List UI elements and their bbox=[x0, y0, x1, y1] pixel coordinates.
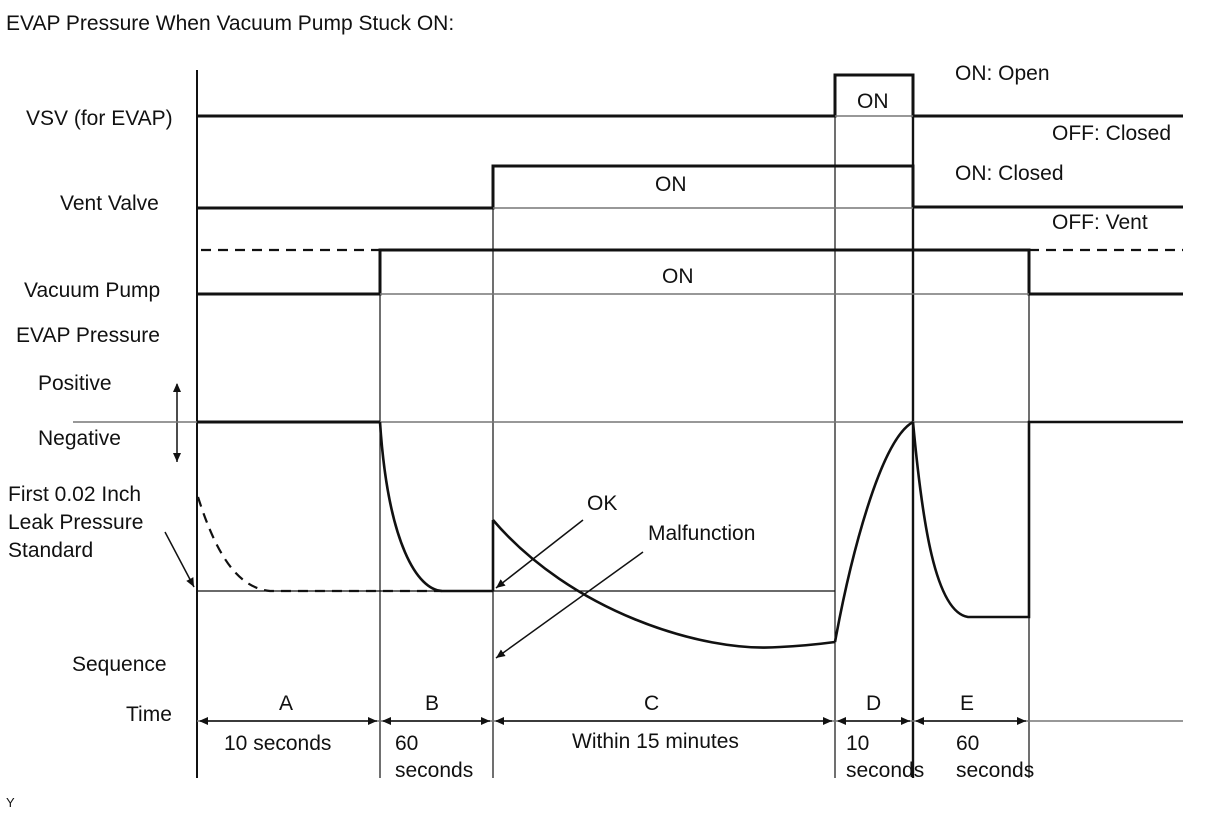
time-label: Time bbox=[126, 703, 172, 726]
malfunction-arrow bbox=[495, 551, 644, 659]
vsv-on-text: ON bbox=[857, 90, 889, 113]
vsv-off-note: OFF: Closed bbox=[1052, 122, 1171, 145]
ok-arrow bbox=[495, 519, 584, 589]
time-b-line-1: 60 bbox=[395, 732, 418, 755]
sequence-letter-b: B bbox=[425, 692, 439, 715]
time-a: 10 seconds bbox=[224, 732, 331, 755]
vent-off-note: OFF: Vent bbox=[1052, 211, 1148, 234]
first-leak-line-1: First 0.02 Inch bbox=[8, 483, 141, 506]
first-leak-line-2: Leak Pressure bbox=[8, 511, 143, 534]
evap-pressure-label: EVAP Pressure bbox=[16, 324, 160, 347]
vent-on-note: ON: Closed bbox=[955, 162, 1064, 185]
positive-label: Positive bbox=[38, 372, 112, 395]
footnote-mark: Y bbox=[6, 795, 15, 810]
negative-label: Negative bbox=[38, 427, 121, 450]
first-leak-line-3: Standard bbox=[8, 539, 93, 562]
ok-text: OK bbox=[587, 492, 617, 515]
sequence-letter-a: A bbox=[279, 692, 293, 715]
sequence-letter-d: D bbox=[866, 692, 881, 715]
vsv-signal bbox=[197, 73, 1183, 118]
vent-valve-label: Vent Valve bbox=[60, 192, 159, 215]
time-c: Within 15 minutes bbox=[572, 730, 739, 753]
time-d-line-1: 10 bbox=[846, 732, 869, 755]
time-b-line-2: seconds bbox=[395, 759, 473, 782]
vsv-label: VSV (for EVAP) bbox=[26, 107, 173, 130]
sequence-letter-c: C bbox=[644, 692, 659, 715]
vent-valve-signal bbox=[197, 164, 1183, 210]
evap-pressure-signal bbox=[196, 420, 1183, 649]
malfunction-text: Malfunction bbox=[648, 522, 755, 545]
vacuum-pump-signal bbox=[197, 248, 1183, 296]
vsv-on-note: ON: Open bbox=[955, 62, 1050, 85]
sequence-label: Sequence bbox=[72, 653, 167, 676]
vacuum-pump-label: Vacuum Pump bbox=[24, 279, 160, 302]
pump-on-text: ON bbox=[662, 265, 694, 288]
time-e-line-2: seconds bbox=[956, 759, 1034, 782]
time-e-line-1: 60 bbox=[956, 732, 979, 755]
diagram-title: EVAP Pressure When Vacuum Pump Stuck ON: bbox=[6, 12, 454, 35]
leak-standard-pointer bbox=[164, 531, 195, 588]
time-d-line-2: seconds bbox=[846, 759, 924, 782]
sequence-letter-e: E bbox=[960, 692, 974, 715]
vent-on-text: ON bbox=[655, 173, 687, 196]
